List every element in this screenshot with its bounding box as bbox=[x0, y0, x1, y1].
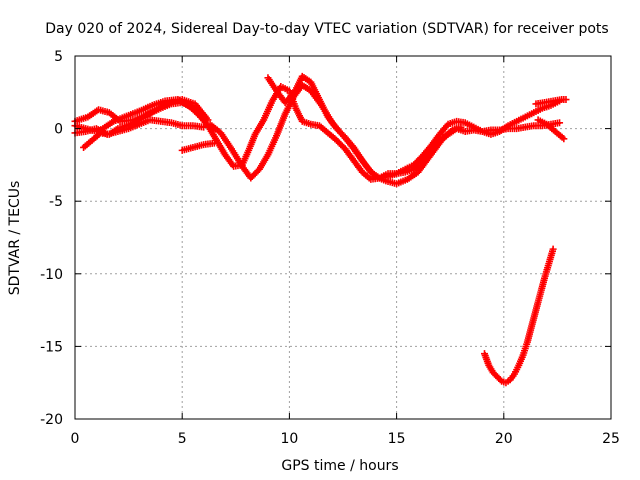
y-tick-label: -20 bbox=[40, 412, 63, 428]
plot-area-border bbox=[74, 55, 612, 420]
data-point-marker bbox=[560, 135, 568, 143]
data-point-marker bbox=[556, 119, 564, 127]
data-point-marker bbox=[496, 376, 504, 384]
x-tick-label: 15 bbox=[388, 431, 406, 447]
x-tick-label: 5 bbox=[178, 431, 187, 447]
y-tick-label: 5 bbox=[54, 49, 63, 65]
x-tick-label: 25 bbox=[602, 431, 620, 447]
axis-ticks: 0 5 10 15 20 25 -20 -15 -10 -5 0 5 bbox=[40, 49, 620, 447]
data-point-marker bbox=[210, 139, 218, 147]
chart-title: Day 020 of 2024, Sidereal Day-to-day VTE… bbox=[45, 21, 608, 37]
data-series bbox=[71, 72, 570, 387]
x-tick-label: 20 bbox=[495, 431, 513, 447]
series-track-8 bbox=[532, 96, 570, 108]
y-tick-label: -10 bbox=[40, 267, 63, 283]
x-tick-label: 10 bbox=[280, 431, 298, 447]
data-point-marker bbox=[549, 245, 557, 253]
series-track-5 bbox=[178, 139, 218, 154]
y-tick-label: -5 bbox=[49, 194, 63, 210]
data-point-marker bbox=[204, 116, 212, 124]
series-track-4 bbox=[71, 116, 208, 138]
x-axis-label: GPS time / hours bbox=[281, 458, 398, 474]
y-tick-label: -15 bbox=[40, 339, 63, 355]
data-point-marker bbox=[200, 123, 208, 131]
series-track-10 bbox=[481, 245, 557, 387]
series-track-9 bbox=[534, 116, 568, 143]
y-tick-label: 0 bbox=[54, 122, 63, 138]
x-tick-label: 0 bbox=[71, 431, 80, 447]
y-axis-label: SDTVAR / TECUs bbox=[7, 181, 23, 296]
data-point-marker bbox=[562, 96, 570, 104]
